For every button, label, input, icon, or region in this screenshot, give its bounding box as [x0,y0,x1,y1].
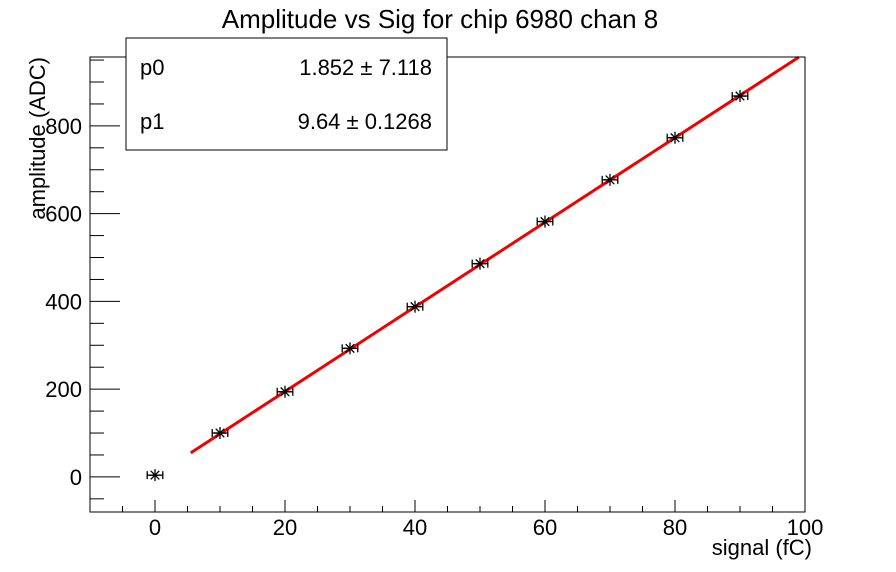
stats-box-frame [125,37,448,151]
data-point [601,173,619,186]
data-point [211,427,229,440]
marker-asterisk-arm [605,175,615,185]
x-tick-label: 80 [663,515,687,540]
stats-param-p0: p0 [140,55,164,80]
y-tick-label: 0 [70,465,82,490]
data-point [471,257,489,270]
stats-value-p0: 1.852 ± 7.118 [299,55,432,80]
data-point [536,215,554,228]
marker-asterisk-arm [735,91,745,101]
y-tick-label: 800 [45,114,82,139]
data-point [341,342,359,355]
data-point [406,300,424,313]
fit-line [189,55,800,455]
marker-asterisk-arm [280,387,290,397]
data-point [731,90,749,103]
marker-asterisk-arm [475,258,485,269]
marker-asterisk-arm [540,216,550,227]
marker-asterisk-arm [215,428,225,438]
data-point [276,385,294,398]
marker-asterisk-arm [410,301,420,312]
stats-value-p1: 9.64 ± 0.1268 [298,109,432,134]
marker-asterisk-arm [345,343,355,354]
x-tick-label: 20 [273,515,297,540]
stats-box: p0 1.852 ± 7.118 p1 9.64 ± 0.1268 [125,37,448,151]
y-tick-label: 600 [45,202,82,227]
y-tick-label: 400 [45,289,82,314]
marker-asterisk-arm [670,132,680,143]
plot-title: Amplitude vs Sig for chip 6980 chan 8 [222,4,658,34]
data-points [146,90,749,482]
x-axis-title: signal (fC) [712,535,812,560]
x-tick-label: 60 [533,515,557,540]
marker-asterisk-arm [150,470,160,480]
tick-labels: 0 20 40 60 80 100 0 200 400 600 800 [45,114,823,540]
data-point [146,469,164,482]
x-tick-label: 100 [787,515,824,540]
fit-line-group [189,55,800,455]
x-tick-label: 0 [149,515,161,540]
data-point [666,131,684,144]
y-axis-title: amplitude (ADC) [25,57,50,220]
stats-param-p1: p1 [140,109,164,134]
x-tick-label: 40 [403,515,427,540]
y-tick-label: 200 [45,377,82,402]
